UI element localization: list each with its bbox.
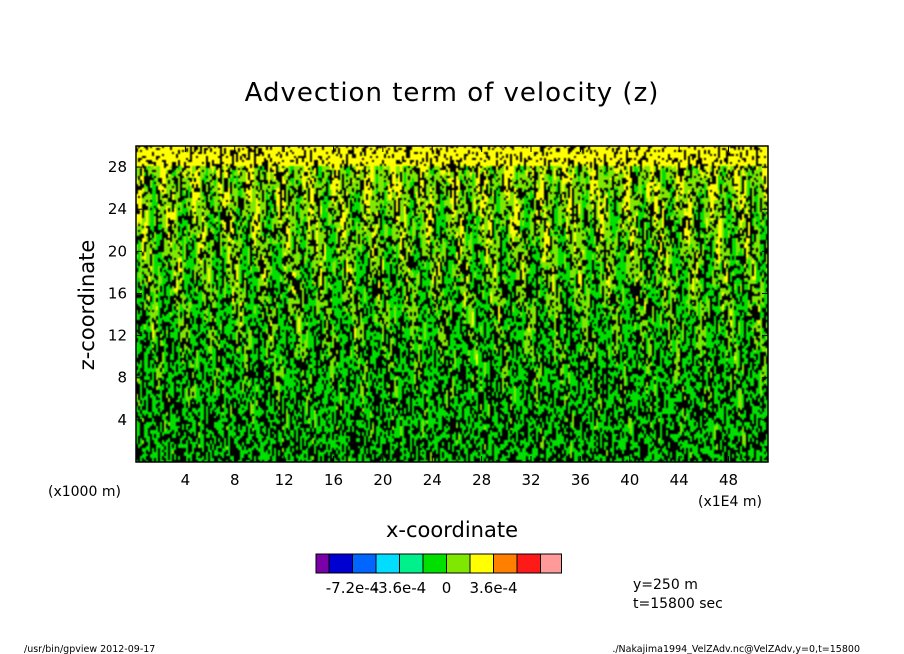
x-tick-label: 32 (521, 471, 540, 489)
x-tick-label: 12 (275, 471, 294, 489)
colorbar-swatch (540, 553, 562, 574)
colorbar-swatch (315, 553, 330, 574)
x-tick-label: 44 (670, 471, 689, 489)
x-tick-label: 16 (324, 471, 343, 489)
x-axis-unit: (x1E4 m) (698, 494, 762, 510)
colorbar-label: 0 (442, 579, 452, 597)
x-axis-label: x-coordinate (386, 518, 518, 542)
colorbar-label: 3.6e-4 (469, 579, 517, 597)
y-tick-label: 8 (117, 369, 127, 387)
colorbar-swatch (375, 553, 400, 574)
info-time: t=15800 sec (633, 596, 723, 612)
x-tick-label: 40 (620, 471, 639, 489)
footer-program-date: /usr/bin/gpview 2012-09-17 (24, 644, 155, 654)
colorbar-swatch (399, 553, 424, 574)
colorbar-swatch (516, 553, 541, 574)
footer-source-file: ./Nakajima1994_VelZAdv.nc@VelZAdv,y=0,t=… (612, 644, 860, 654)
y-tick-label: 24 (108, 200, 127, 218)
x-tick-label: 20 (373, 471, 392, 489)
y-axis-ticks: 4 8 12 16 20 24 28 (108, 158, 768, 429)
x-axis-ticks: 4 8 12 16 20 24 28 32 36 40 44 48 (181, 146, 738, 489)
x-tick-label: 8 (230, 471, 240, 489)
colorbar-swatch (446, 553, 471, 574)
contour-field (136, 146, 768, 462)
colorbar-swatch (328, 553, 353, 574)
plot-frame (135, 145, 769, 463)
y-tick-label: 12 (108, 327, 127, 345)
x-tick-label: 36 (571, 471, 590, 489)
y-axis-unit: (x1000 m) (48, 484, 121, 500)
contour-field-image (136, 146, 768, 462)
info-y-location: y=250 m (633, 577, 698, 593)
y-tick-label: 20 (108, 242, 127, 260)
colorbar-swatch (469, 553, 494, 574)
y-tick-label: 16 (108, 284, 127, 302)
colorbar-swatch (422, 553, 447, 574)
chart-title: Advection term of velocity (z) (245, 78, 660, 108)
y-axis-label: z-coordinate (75, 240, 99, 371)
x-tick-label: 4 (181, 471, 191, 489)
colorbar-swatch (493, 553, 518, 574)
x-tick-label: 24 (423, 471, 442, 489)
y-tick-label: 4 (117, 411, 127, 429)
colorbar-swatch (352, 553, 377, 574)
colorbar-labels: -7.2e-4-3.6e-4 0 3.6e-4 (326, 579, 518, 597)
colorbar (315, 553, 562, 574)
x-tick-label: 48 (719, 471, 738, 489)
x-tick-label: 28 (472, 471, 491, 489)
y-tick-label: 28 (108, 158, 127, 176)
colorbar-label: -3.6e-4 (373, 579, 426, 597)
colorbar-label: -7.2e-4 (326, 579, 379, 597)
